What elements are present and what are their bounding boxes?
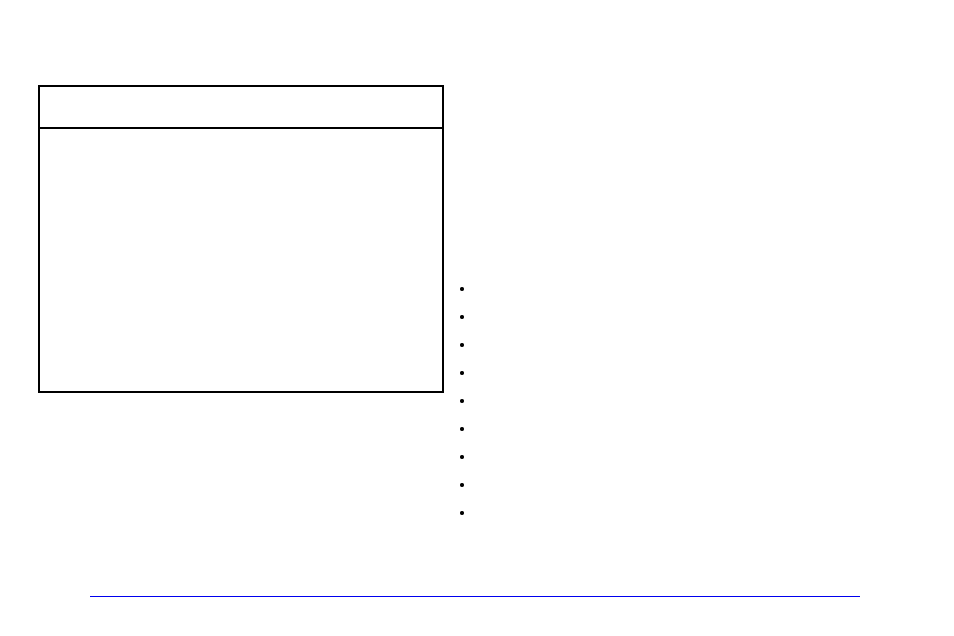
table-header-divider: [38, 127, 444, 129]
empty-table: [38, 85, 444, 393]
horizontal-rule: [90, 596, 860, 597]
